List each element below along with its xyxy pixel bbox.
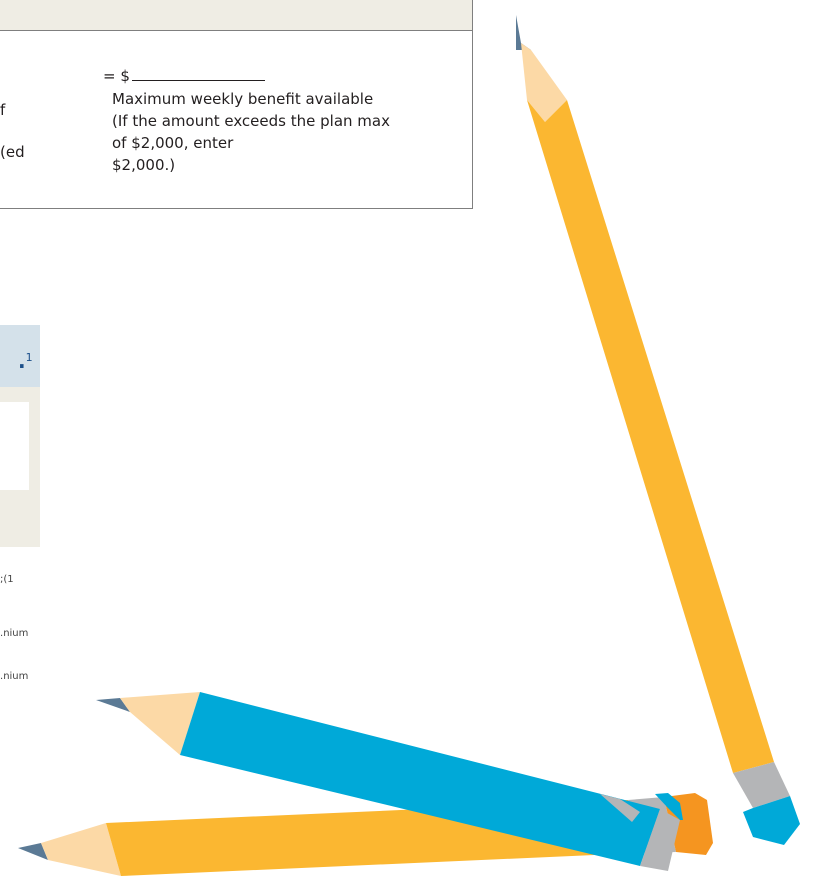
yellow-pencil-icon — [18, 793, 713, 876]
pencil-body — [106, 800, 640, 876]
pencil-eraser — [664, 793, 713, 855]
pencil-lead-tip — [96, 698, 130, 712]
max-benefit-line: (If the amount exceeds the plan max — [112, 112, 390, 130]
pencil-eraser — [655, 793, 683, 820]
tall-pencil-icon — [516, 15, 800, 845]
pencil-wood-cone — [120, 692, 200, 755]
footnote-fragment: 1); — [0, 574, 14, 585]
info-box-title-end: .1 — [18, 349, 33, 373]
calculation-text-fragment: ed) — [0, 143, 25, 161]
max-benefit-line: of $2,000, enter — [112, 134, 234, 152]
weekly-benefit-result-line: = $ — [103, 66, 265, 86]
pencil-ferrule — [640, 809, 680, 871]
pencil-wood-cone — [521, 43, 567, 122]
pencil-ferrule — [733, 762, 790, 808]
info-box-header — [0, 325, 40, 387]
pencil-lead-tip — [18, 843, 48, 860]
equals-dollar-label: = $ — [103, 67, 130, 85]
pencil-wood-cone — [41, 823, 121, 876]
footnote-fragment: nium. — [0, 628, 29, 639]
max-benefit-line: Maximum weekly benefit available — [112, 90, 374, 108]
pencil-eraser — [743, 796, 800, 845]
benefit-calculation-box — [0, 31, 473, 209]
maximum-benefit-description: Maximum weekly benefit available (If the… — [112, 88, 467, 176]
pencil-ferrule — [628, 797, 676, 853]
pencil-lead-tip — [516, 15, 531, 50]
pencil-body — [527, 100, 774, 773]
pencil-body — [180, 692, 660, 866]
pencil-ferrule-far — [600, 794, 640, 822]
max-benefit-line: $2,000.) — [112, 156, 176, 174]
blue-pencil-icon — [96, 692, 683, 871]
info-box-input-area — [0, 402, 29, 490]
footnote-fragment: nium. — [0, 671, 29, 682]
weekly-benefit-blank-field[interactable] — [131, 66, 265, 81]
worksheet-header-bar — [0, 0, 473, 31]
footnote-marker: 1 — [25, 351, 33, 364]
title-period: . — [18, 349, 26, 373]
calculation-text-fragment: f — [0, 101, 6, 119]
